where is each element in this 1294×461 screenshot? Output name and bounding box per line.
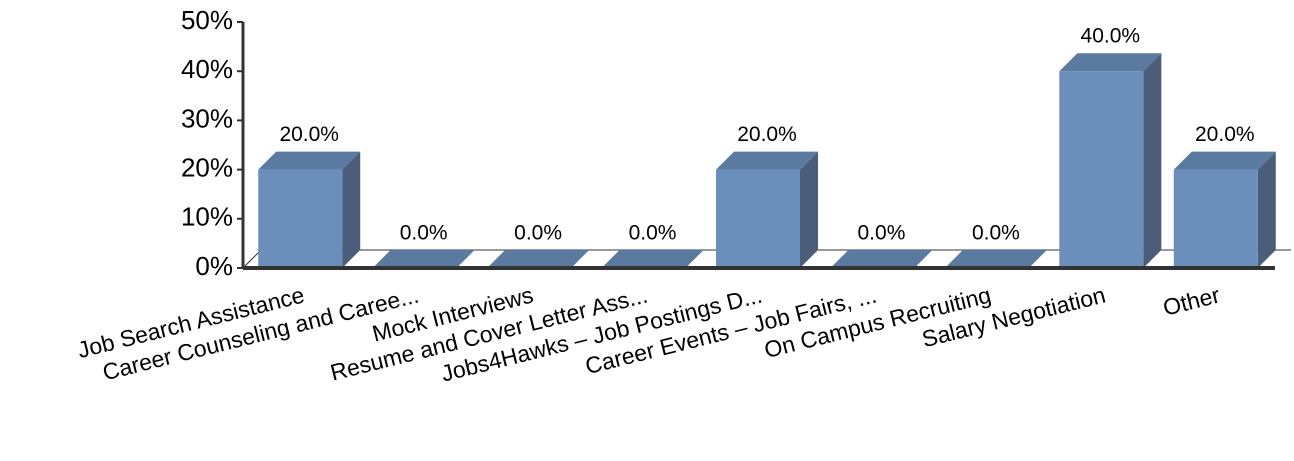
y-tick-label: 20% [181, 152, 233, 182]
value-label: 0.0% [858, 222, 906, 245]
value-label: 20.0% [279, 123, 339, 146]
y-tick-label: 0% [195, 251, 233, 281]
value-label: 20.0% [1195, 123, 1255, 146]
bar-top [258, 151, 361, 170]
value-label: 0.0% [514, 222, 562, 245]
bar-top [1059, 53, 1162, 72]
y-tick-label: 40% [181, 54, 233, 84]
value-label: 40.0% [1081, 25, 1141, 48]
y-tick-label: 10% [181, 202, 233, 232]
bar-top [716, 151, 818, 170]
value-label: 0.0% [629, 222, 677, 245]
floor-side [242, 249, 262, 269]
bar-side [342, 151, 361, 268]
bar-top [944, 250, 1047, 268]
bar-side [1257, 151, 1276, 268]
bar [716, 169, 800, 268]
x-tick-label: Other [1160, 281, 1222, 320]
y-tick-label: 30% [181, 103, 233, 133]
bar-side [800, 151, 818, 268]
bar-top [601, 250, 704, 268]
bar [258, 169, 343, 268]
value-label: 20.0% [737, 123, 797, 146]
bar-top [1173, 151, 1276, 170]
bar-top [372, 250, 475, 268]
bar-top [487, 250, 590, 268]
bar [1059, 71, 1144, 268]
bar [1173, 169, 1258, 268]
y-tick-label: 50% [181, 5, 233, 35]
bar-top [830, 250, 933, 268]
bar-side [1143, 53, 1162, 269]
value-label: 0.0% [400, 222, 448, 245]
value-label: 0.0% [972, 222, 1020, 245]
